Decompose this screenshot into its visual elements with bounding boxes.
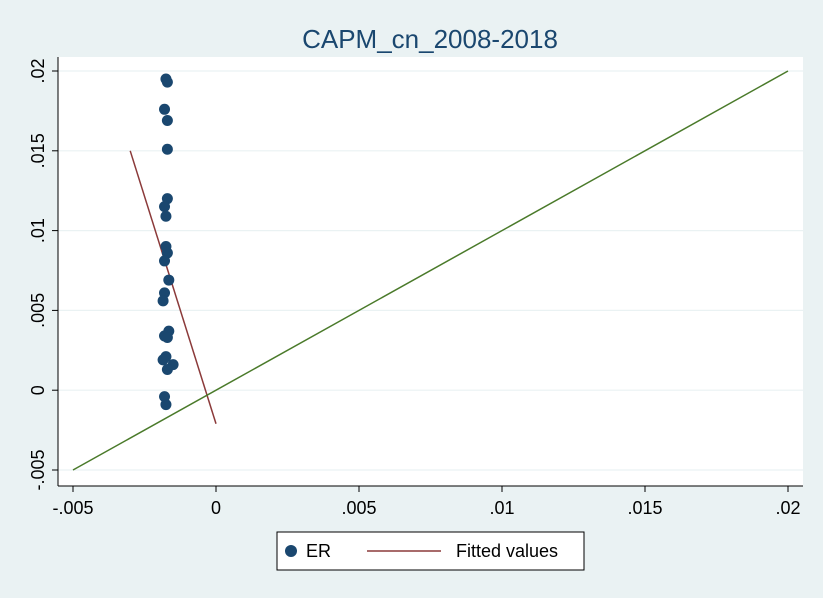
y-tick-label: .01 (28, 218, 48, 243)
y-tick-label: 0 (28, 385, 48, 395)
gridlines (58, 70, 803, 471)
er-point (163, 274, 175, 286)
er-point (159, 103, 171, 115)
legend: ER Fitted values (276, 531, 585, 571)
fitted-values-line (129, 150, 217, 424)
x-tick-label: 0 (211, 498, 221, 518)
er-point (159, 255, 171, 267)
er-point (161, 76, 173, 88)
er-point (157, 295, 169, 307)
er-point (161, 114, 173, 126)
y-tick-label: .02 (28, 58, 48, 83)
x-tick-label: -.005 (52, 498, 93, 518)
y-tick-label: .015 (28, 133, 48, 168)
er-point (160, 399, 172, 411)
chart-title: CAPM_cn_2008-2018 (302, 24, 558, 54)
y-tick-label: -.005 (28, 449, 48, 490)
er-point (157, 354, 169, 366)
x-tick-label: .005 (341, 498, 376, 518)
er-point (161, 143, 173, 155)
reference-line (72, 70, 789, 471)
er-point (161, 363, 173, 375)
er-point (160, 210, 172, 222)
plot-area (58, 57, 803, 486)
x-tick-label: .01 (489, 498, 514, 518)
legend-marker-er (285, 545, 297, 557)
x-tick-label: .015 (627, 498, 662, 518)
legend-label-er: ER (306, 541, 331, 561)
plot-series (72, 70, 789, 471)
axes: -.005 0 .005 .01 .015 .02 -.005 0 .005 .01 .015 .02 (28, 57, 803, 518)
y-tick-label: .005 (28, 293, 48, 328)
legend-label-fitted: Fitted values (456, 541, 558, 561)
er-point (161, 332, 173, 344)
x-tick-label: .02 (775, 498, 800, 518)
er-point (159, 201, 171, 213)
